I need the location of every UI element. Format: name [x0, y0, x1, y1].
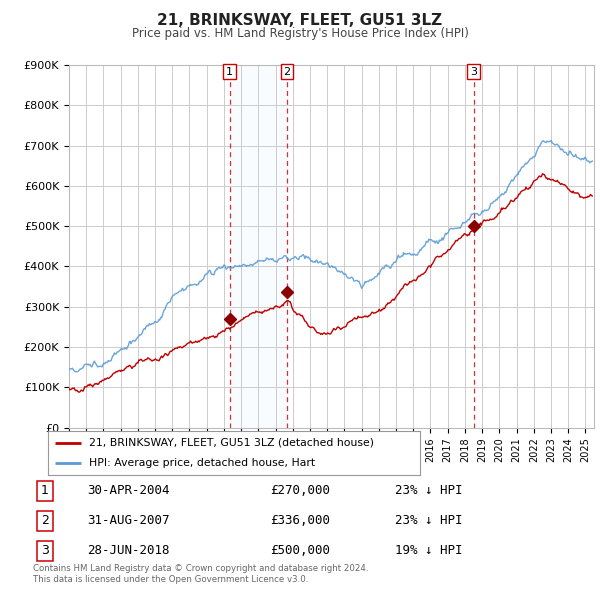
Text: 3: 3	[41, 545, 49, 558]
Text: £336,000: £336,000	[271, 514, 331, 527]
Text: Price paid vs. HM Land Registry's House Price Index (HPI): Price paid vs. HM Land Registry's House …	[131, 27, 469, 40]
Text: 23% ↓ HPI: 23% ↓ HPI	[395, 514, 463, 527]
Text: 1: 1	[226, 67, 233, 77]
Text: 28-JUN-2018: 28-JUN-2018	[87, 545, 170, 558]
Text: £500,000: £500,000	[271, 545, 331, 558]
Text: 21, BRINKSWAY, FLEET, GU51 3LZ: 21, BRINKSWAY, FLEET, GU51 3LZ	[157, 13, 443, 28]
Text: This data is licensed under the Open Government Licence v3.0.: This data is licensed under the Open Gov…	[33, 575, 308, 584]
Bar	[230, 65, 287, 428]
Text: 31-AUG-2007: 31-AUG-2007	[87, 514, 170, 527]
Text: Contains HM Land Registry data © Crown copyright and database right 2024.: Contains HM Land Registry data © Crown c…	[33, 565, 368, 573]
Text: 30-APR-2004: 30-APR-2004	[87, 484, 170, 497]
Text: 1: 1	[41, 484, 49, 497]
Text: 23% ↓ HPI: 23% ↓ HPI	[395, 484, 463, 497]
Text: 21, BRINKSWAY, FLEET, GU51 3LZ (detached house): 21, BRINKSWAY, FLEET, GU51 3LZ (detached…	[89, 438, 374, 448]
Text: £270,000: £270,000	[271, 484, 331, 497]
Text: 2: 2	[41, 514, 49, 527]
Text: 3: 3	[470, 67, 477, 77]
Text: 2: 2	[284, 67, 290, 77]
Text: 19% ↓ HPI: 19% ↓ HPI	[395, 545, 463, 558]
Text: HPI: Average price, detached house, Hart: HPI: Average price, detached house, Hart	[89, 458, 315, 468]
